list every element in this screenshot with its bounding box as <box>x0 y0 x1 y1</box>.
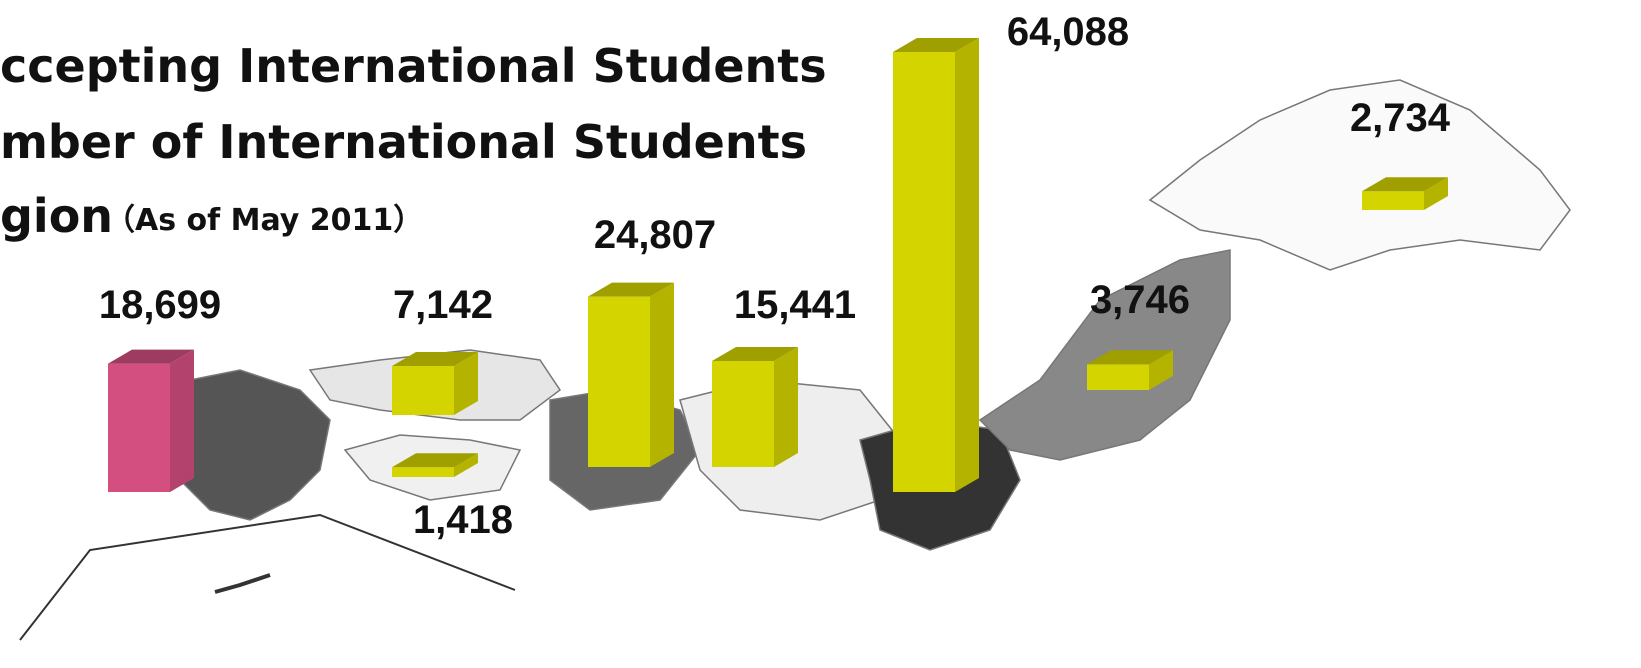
inset-frame <box>19 513 516 641</box>
okinawa-island <box>214 573 271 594</box>
bar-top <box>588 282 674 297</box>
value-label: 3,746 <box>1090 278 1190 322</box>
bar <box>893 52 955 492</box>
value-label: 18,699 <box>99 283 221 327</box>
title-line: gion <box>0 189 113 243</box>
bar-top <box>1362 177 1448 192</box>
bar-side <box>955 38 979 492</box>
bar <box>1087 364 1149 390</box>
bar-top <box>893 38 979 52</box>
bar-side <box>454 453 478 477</box>
title-line: ccepting International Students <box>0 39 827 93</box>
bar <box>392 467 454 477</box>
bar-top <box>392 453 478 468</box>
bar <box>1362 191 1424 210</box>
bar-side <box>1149 350 1173 390</box>
value-label: 24,807 <box>594 213 716 257</box>
bar-side <box>454 351 478 415</box>
subtitle: （As of May 2011） <box>105 203 423 238</box>
value-label: 64,088 <box>1007 10 1129 54</box>
bar <box>712 360 774 467</box>
title-line: mber of International Students <box>0 115 807 169</box>
bar-side <box>774 346 798 467</box>
bar-side <box>1424 177 1448 210</box>
bar-side <box>170 349 194 492</box>
okinawa-inset <box>19 513 516 641</box>
bar-top <box>108 349 194 364</box>
bar-top <box>392 351 478 366</box>
bar-top <box>1087 350 1173 365</box>
hokkaido <box>1148 79 1571 271</box>
bar <box>108 363 170 492</box>
value-label: 2,734 <box>1350 96 1451 140</box>
bar <box>392 365 454 415</box>
bar-side <box>650 282 674 467</box>
value-label: 7,142 <box>393 283 493 327</box>
value-label: 1,418 <box>413 498 513 542</box>
value-label: 15,441 <box>734 283 856 327</box>
bar <box>588 296 650 467</box>
bar-top <box>712 346 798 361</box>
